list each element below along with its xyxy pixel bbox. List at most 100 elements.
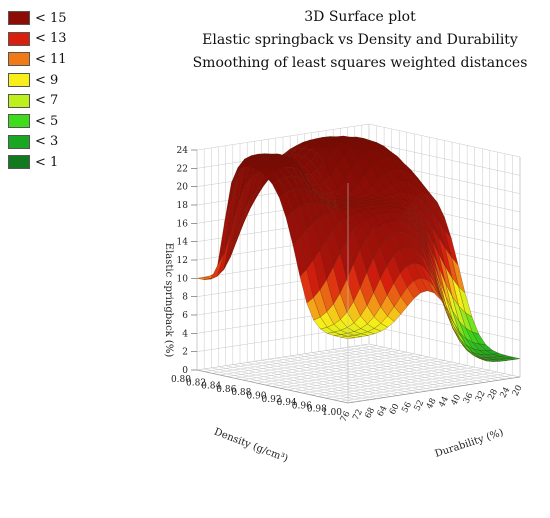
floor-grid-line bbox=[290, 355, 442, 390]
wall-grid-line bbox=[196, 123, 370, 151]
legend-item: < 5 bbox=[8, 111, 64, 132]
chart-subtitle: Smoothing of least squares weighted dist… bbox=[192, 55, 528, 71]
x-tick-label: 0.84 bbox=[201, 382, 221, 392]
x-axis-title: Density (g/cm³) bbox=[212, 427, 289, 465]
floor-grid-line bbox=[239, 363, 392, 397]
legend-swatch bbox=[8, 114, 30, 129]
surface bbox=[196, 135, 521, 362]
z-tick-label: 0 bbox=[182, 366, 188, 376]
y-tick-label: 64 bbox=[376, 404, 390, 418]
y-tick-label: 48 bbox=[425, 397, 439, 411]
legend-item: < 1 bbox=[8, 152, 64, 173]
y-tick-label: 52 bbox=[412, 399, 426, 413]
floor-grid-line bbox=[354, 345, 506, 380]
legend-item: < 7 bbox=[8, 90, 64, 111]
wall-grid-line bbox=[368, 123, 521, 158]
floor-grid-line bbox=[318, 351, 470, 385]
z-tick-label: 6 bbox=[182, 311, 188, 321]
x-tick-label: 0.86 bbox=[216, 385, 236, 395]
floor-grid-line bbox=[333, 349, 485, 383]
legend-item: < 9 bbox=[8, 70, 64, 91]
chart-title-block: 3D Surface plot Elastic springback vs De… bbox=[190, 6, 530, 75]
wall-grid-line bbox=[196, 343, 370, 371]
legend-label: < 15 bbox=[35, 10, 67, 26]
z-tick-label: 4 bbox=[182, 329, 188, 339]
floor-grid-line bbox=[247, 362, 399, 396]
y-tick-label: 28 bbox=[486, 387, 500, 401]
floor-grid-line bbox=[340, 348, 492, 382]
floor-grid-line bbox=[282, 356, 435, 391]
floor-grid-line bbox=[218, 366, 370, 400]
wall-grid-line bbox=[368, 142, 521, 176]
floor-grid-line bbox=[204, 368, 356, 403]
floor-grid-line bbox=[225, 365, 377, 399]
z-tick-label: 14 bbox=[177, 238, 189, 248]
legend-item: < 13 bbox=[8, 29, 67, 50]
legend-label: < 5 bbox=[35, 113, 59, 129]
legend-label: < 11 bbox=[35, 51, 67, 67]
y-tick-label: 36 bbox=[462, 391, 476, 405]
y-tick-label: 72 bbox=[351, 408, 365, 422]
legend-swatch bbox=[8, 134, 30, 149]
y-tick-label: 44 bbox=[437, 395, 451, 409]
x-tick-label: 0.80 bbox=[171, 375, 191, 385]
floor-grid-line bbox=[311, 352, 463, 386]
chart-title: 3D Surface plot bbox=[304, 9, 416, 25]
y-tick-label: 56 bbox=[400, 400, 414, 414]
floor-grid-line bbox=[261, 360, 413, 394]
legend-swatch bbox=[8, 73, 30, 88]
y-tick-label: 76 bbox=[339, 410, 353, 424]
y-tick-label: 24 bbox=[498, 386, 512, 400]
legend-swatch bbox=[8, 11, 30, 26]
z-tick-label: 24 bbox=[177, 146, 189, 156]
floor-grid-line bbox=[211, 367, 363, 402]
legend-label: < 3 bbox=[35, 134, 59, 150]
legend-label: < 13 bbox=[35, 31, 67, 47]
x-tick-label: 0.94 bbox=[277, 398, 297, 408]
y-axis-title: Durability (%) bbox=[434, 427, 505, 460]
floor-grid-line bbox=[275, 357, 427, 392]
floor-grid-line bbox=[268, 358, 420, 393]
floor-grid-line bbox=[304, 353, 456, 387]
z-tick-label: 16 bbox=[177, 219, 189, 229]
legend-item: < 3 bbox=[8, 132, 64, 153]
x-tick-label: 0.98 bbox=[307, 405, 327, 415]
box-edge bbox=[196, 369, 521, 404]
floor-grid-line bbox=[347, 347, 499, 381]
x-tick-label: 0.96 bbox=[292, 401, 312, 411]
legend: < 15 < 13 < 11 < 9 < 7 < 5 < 3 < 1 bbox=[8, 8, 67, 173]
legend-label: < 7 bbox=[35, 93, 59, 109]
chart-subtitle: Elastic springback vs Density and Durabi… bbox=[202, 32, 518, 48]
x-tick-label: 0.82 bbox=[186, 378, 206, 388]
z-axis-title: Elastic springback (%) bbox=[163, 243, 174, 358]
z-tick-label: 22 bbox=[177, 164, 188, 174]
legend-swatch bbox=[8, 155, 30, 170]
wall-grid-line bbox=[368, 343, 521, 378]
z-tick-label: 2 bbox=[182, 348, 188, 358]
legend-swatch bbox=[8, 31, 30, 46]
y-tick-label: 68 bbox=[363, 406, 377, 420]
y-tick-label: 40 bbox=[449, 393, 463, 407]
z-tick-label: 8 bbox=[182, 293, 188, 303]
z-tick-label: 20 bbox=[177, 183, 189, 193]
floor-grid-line bbox=[325, 350, 478, 384]
x-tick-label: 1.00 bbox=[322, 408, 342, 418]
floor-grid-line bbox=[297, 354, 449, 389]
legend-label: < 9 bbox=[35, 72, 59, 88]
x-tick-label: 0.88 bbox=[231, 388, 251, 398]
floor-grid-line bbox=[232, 364, 384, 398]
x-tick-label: 0.90 bbox=[246, 392, 266, 402]
x-tick-label: 0.92 bbox=[262, 395, 282, 405]
floor-grid-line bbox=[361, 344, 513, 379]
legend-item: < 15 bbox=[8, 8, 67, 29]
z-tick-label: 12 bbox=[177, 256, 188, 266]
legend-label: < 1 bbox=[35, 154, 59, 170]
y-tick-label: 20 bbox=[511, 384, 525, 398]
y-tick-label: 32 bbox=[474, 389, 488, 403]
z-tick-label: 10 bbox=[177, 274, 189, 284]
z-tick-label: 18 bbox=[177, 201, 189, 211]
floor-grid-line bbox=[254, 361, 406, 395]
legend-swatch bbox=[8, 52, 30, 67]
legend-item: < 11 bbox=[8, 49, 67, 70]
